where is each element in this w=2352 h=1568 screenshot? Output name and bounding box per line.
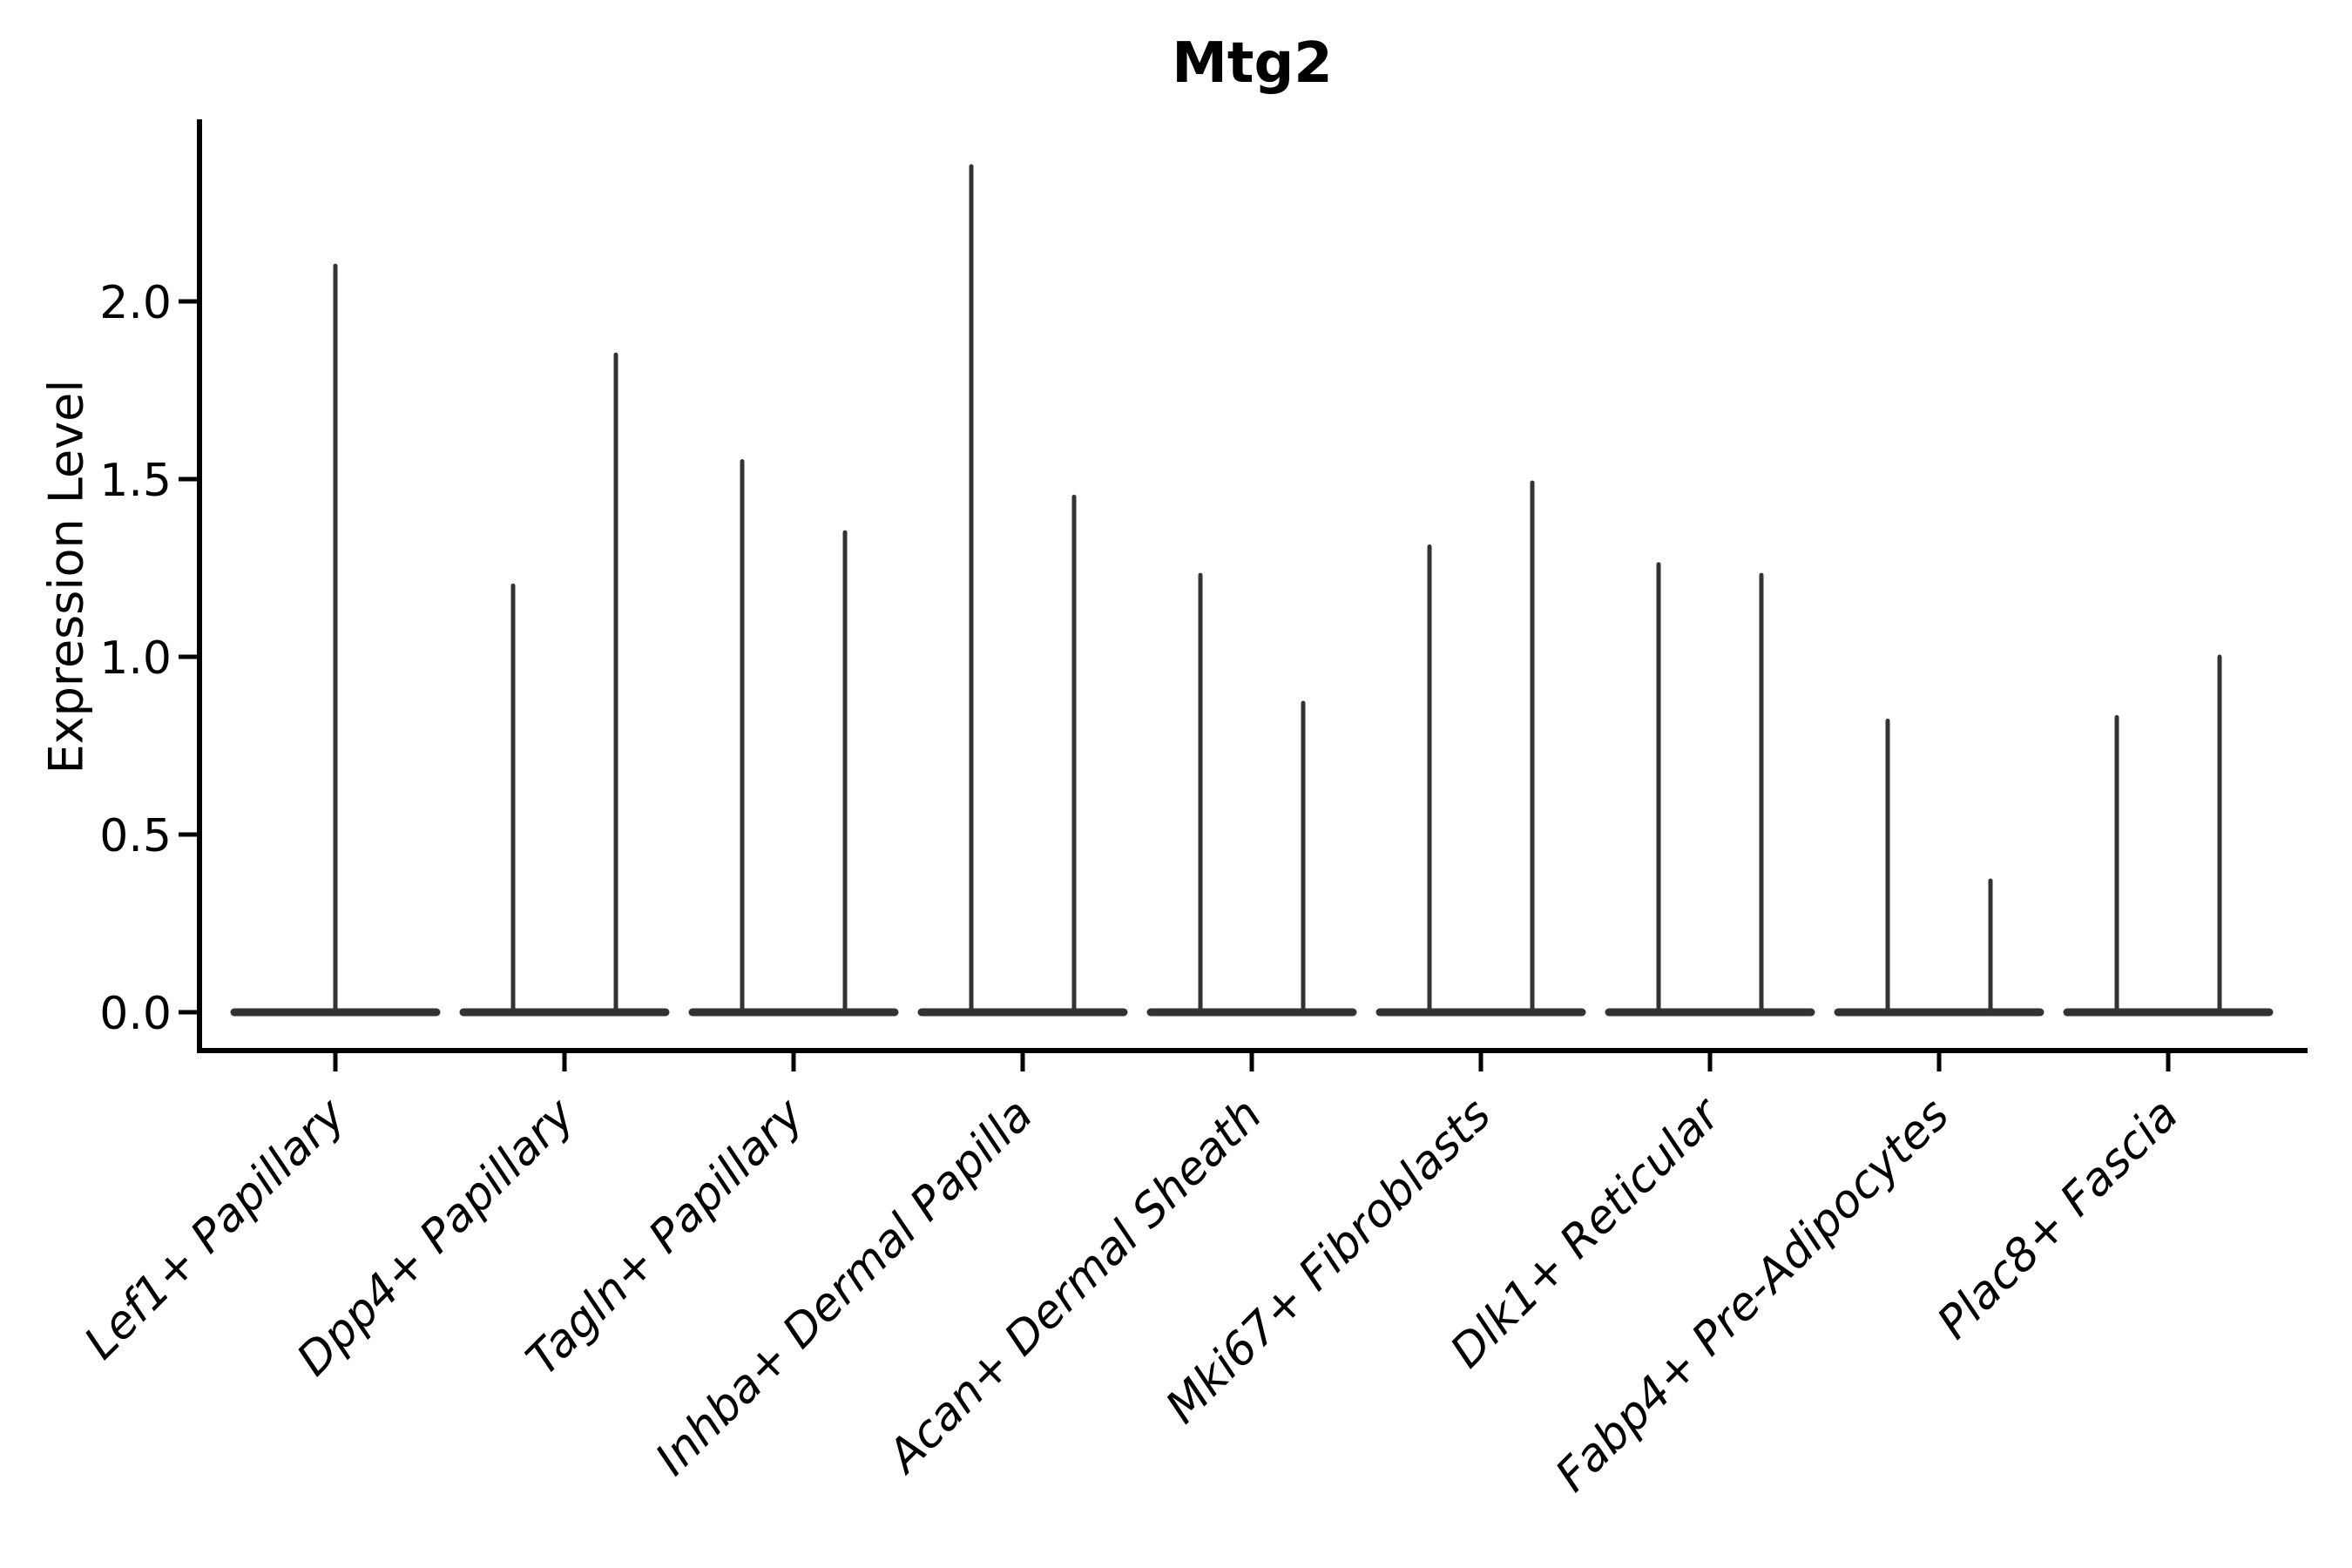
y-tick-label: 1.5 (99, 455, 172, 507)
y-tick-label: 2.0 (99, 277, 172, 329)
violin-base (1375, 1008, 1586, 1017)
x-tick-label: Plac8+ Fascia (1928, 1089, 2188, 1349)
violin-base (917, 1008, 1128, 1017)
y-tick-label: 0.0 (99, 988, 172, 1040)
violin-base (459, 1008, 670, 1017)
chart-title: Mtg2 (1172, 31, 1333, 96)
y-tick-label: 1.0 (99, 632, 172, 685)
violin-base (2063, 1008, 2274, 1017)
violin-base (688, 1008, 899, 1017)
violin-base (1834, 1008, 2044, 1017)
violin-base (1605, 1008, 1815, 1017)
x-tick-label: Acan+ Dermal Sheath (876, 1089, 1272, 1484)
y-tick-label: 0.5 (99, 810, 172, 862)
x-tick-label: Inhba+ Dermal Papilla (645, 1089, 1043, 1486)
violin-base (1146, 1008, 1357, 1017)
x-tick-label: Fabp4+ Pre-Adipocytes (1546, 1089, 1960, 1503)
